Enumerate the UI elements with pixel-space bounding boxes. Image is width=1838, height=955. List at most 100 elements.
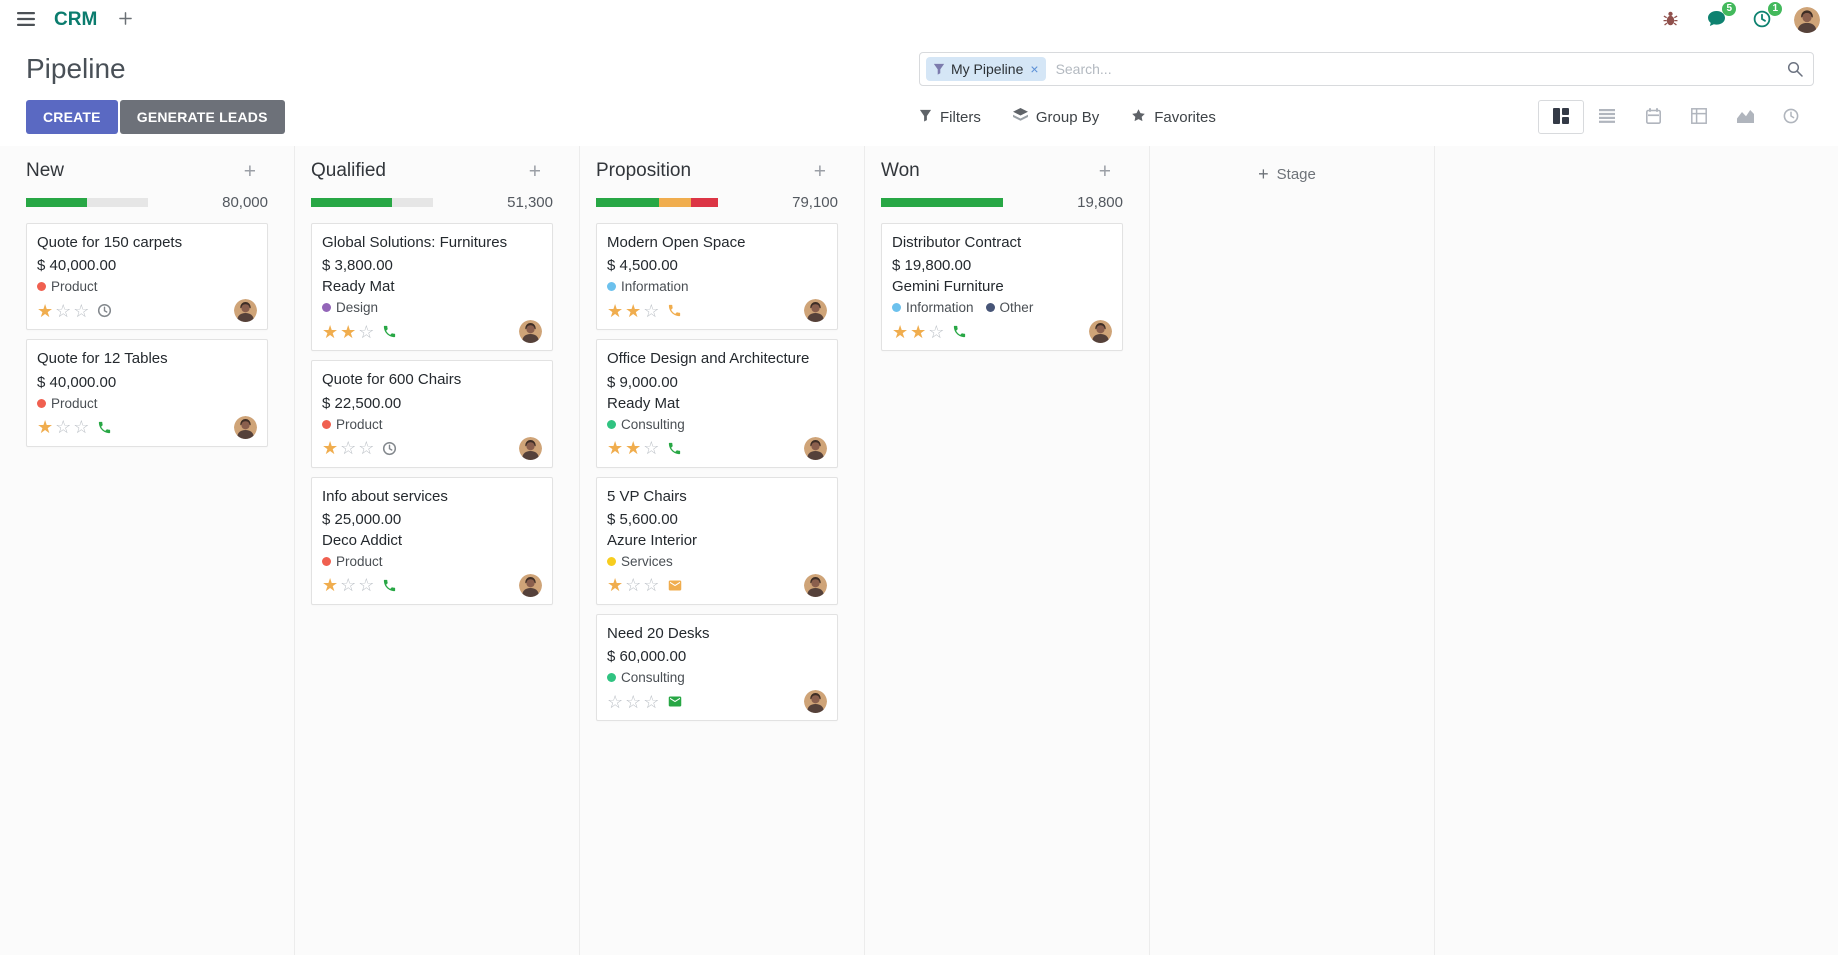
star-empty-icon[interactable]: ☆ <box>928 321 945 342</box>
graph-view-button[interactable] <box>1722 100 1768 134</box>
kanban-card[interactable]: Info about services $ 25,000.00 Deco Addic… <box>311 476 553 605</box>
generate-leads-button[interactable]: GENERATE LEADS <box>119 100 285 134</box>
star-filled-icon[interactable]: ★ <box>892 321 909 342</box>
progress-segment-warning <box>659 198 692 207</box>
kanban-card[interactable]: Quote for 600 Chairs $ 22,500.00 Product ★ ☆… <box>311 360 553 468</box>
star-filled-icon[interactable]: ★ <box>625 300 642 321</box>
star-empty-icon[interactable]: ☆ <box>73 300 90 321</box>
search-input[interactable] <box>1045 61 1787 77</box>
star-filled-icon[interactable]: ★ <box>322 575 339 596</box>
card-title: Quote for 600 Chairs <box>322 371 462 389</box>
column-header: New + <box>26 160 268 182</box>
app-name[interactable]: CRM <box>54 9 98 30</box>
star-filled-icon[interactable]: ★ <box>322 321 339 342</box>
activity-envelope-icon[interactable] <box>667 694 683 709</box>
kanban-card[interactable]: Quote for 12 Tables $ 40,000.00 Product ★ ☆ ☆ <box>26 339 268 447</box>
column-progressbar[interactable] <box>881 198 1003 207</box>
activity-phone-icon[interactable] <box>952 324 967 339</box>
filters-button[interactable]: Filters <box>919 109 981 126</box>
favorites-button[interactable]: Favorites <box>1131 108 1216 127</box>
star-empty-icon[interactable]: ☆ <box>643 438 660 458</box>
kanban-card[interactable]: 5 VP Chairs $ 5,600.00 Azure Interior Servi… <box>596 476 838 605</box>
star-filled-icon[interactable]: ★ <box>607 575 624 596</box>
view-switcher <box>1538 100 1814 134</box>
search-bar[interactable]: My Pipeline × <box>919 52 1814 86</box>
column-quick-add-icon[interactable]: + <box>1098 159 1111 183</box>
list-view-button[interactable] <box>1584 100 1630 134</box>
kanban-card[interactable]: Modern Open Space $ 4,500.00 Information ★ ★… <box>596 223 838 331</box>
star-empty-icon[interactable]: ☆ <box>340 438 357 458</box>
star-empty-icon[interactable]: ☆ <box>358 438 375 458</box>
salesperson-avatar <box>519 320 542 344</box>
kanban-card[interactable]: Need 20 Desks $ 60,000.00 Consulting ☆ ☆ ☆ <box>596 613 838 721</box>
star-filled-icon[interactable]: ★ <box>322 438 339 458</box>
favorites-star-icon <box>1131 108 1146 127</box>
column-quick-add-icon[interactable]: + <box>528 159 541 183</box>
group-by-button[interactable]: Group By <box>1012 108 1100 126</box>
kanban-card[interactable]: Global Solutions: Furnitures $ 3,800.00 Re… <box>311 223 553 352</box>
tag-color-dot <box>892 303 901 313</box>
pivot-view-button[interactable] <box>1676 100 1722 134</box>
star-empty-icon[interactable]: ☆ <box>643 575 660 596</box>
star-empty-icon[interactable]: ☆ <box>643 300 660 321</box>
kanban-card[interactable]: Office Design and Architecture $ 9,000.00… <box>596 339 838 468</box>
star-empty-icon[interactable]: ☆ <box>73 417 90 437</box>
column-quick-add-icon[interactable]: + <box>243 159 256 183</box>
search-icon[interactable] <box>1787 61 1803 77</box>
star-empty-icon[interactable]: ☆ <box>625 691 642 712</box>
group-by-label: Group By <box>1035 108 1100 126</box>
activities-button[interactable]: 1 <box>1748 2 1782 34</box>
star-empty-icon[interactable]: ☆ <box>340 575 357 596</box>
column-progress-row: 19,800 <box>881 194 1123 211</box>
star-empty-icon[interactable]: ☆ <box>643 691 660 712</box>
salesperson-avatar <box>234 299 257 323</box>
star-filled-icon[interactable]: ★ <box>910 321 927 342</box>
activity-phone-icon[interactable] <box>667 441 682 456</box>
progress-segment-success <box>596 198 660 207</box>
card-list: Global Solutions: Furnitures $ 3,800.00 Re… <box>311 223 553 605</box>
card-expected-revenue: $ 60,000.00 <box>607 648 687 665</box>
messages-button[interactable]: 5 <box>1702 2 1736 34</box>
star-filled-icon[interactable]: ★ <box>607 300 624 321</box>
star-filled-icon[interactable]: ★ <box>625 438 642 458</box>
user-avatar[interactable] <box>1794 7 1820 33</box>
activity-phone-icon[interactable] <box>382 324 397 339</box>
activity-view-button[interactable] <box>1768 100 1814 134</box>
apps-menu-button[interactable] <box>12 6 40 34</box>
calendar-view-button[interactable] <box>1630 100 1676 134</box>
star-empty-icon[interactable]: ☆ <box>607 691 624 712</box>
column-progressbar[interactable] <box>26 198 148 207</box>
kanban-view-button[interactable] <box>1538 100 1584 134</box>
create-button[interactable]: CREATE <box>26 100 118 134</box>
column-title: Qualified <box>311 160 386 181</box>
kanban-card[interactable]: Quote for 150 carpets $ 40,000.00 Product ★… <box>26 223 268 331</box>
star-filled-icon[interactable]: ★ <box>37 300 54 321</box>
activity-phone-icon[interactable] <box>667 303 682 318</box>
kanban-card[interactable]: Distributor Contract $ 19,800.00 Gemini Fu… <box>881 223 1123 352</box>
column-total: 19,800 <box>1077 194 1123 211</box>
star-empty-icon[interactable]: ☆ <box>358 575 375 596</box>
star-empty-icon[interactable]: ☆ <box>55 417 72 437</box>
column-progressbar[interactable] <box>311 198 433 207</box>
card-list: Quote for 150 carpets $ 40,000.00 Product ★… <box>26 223 268 447</box>
star-filled-icon[interactable]: ★ <box>37 417 54 437</box>
card-title: Distributor Contract <box>892 234 1022 251</box>
activity-envelope-icon[interactable] <box>667 578 683 593</box>
activity-clock-icon[interactable] <box>97 303 112 318</box>
card-tags: Information <box>607 279 827 294</box>
facet-remove-icon[interactable]: × <box>1030 61 1039 77</box>
star-filled-icon[interactable]: ★ <box>607 438 624 458</box>
activity-phone-icon[interactable] <box>382 578 397 593</box>
activity-clock-icon[interactable] <box>382 441 397 456</box>
column-progressbar[interactable] <box>596 198 718 207</box>
add-stage-button[interactable]: + Stage <box>1166 165 1408 183</box>
debug-mode-button[interactable] <box>1656 6 1684 34</box>
star-empty-icon[interactable]: ☆ <box>625 575 642 596</box>
star-empty-icon[interactable]: ☆ <box>55 300 72 321</box>
column-quick-add-icon[interactable]: + <box>813 159 826 183</box>
star-filled-icon[interactable]: ★ <box>340 321 357 342</box>
pivot-view-icon <box>1691 107 1707 127</box>
add-tab-button[interactable] <box>111 6 139 34</box>
star-empty-icon[interactable]: ☆ <box>358 321 375 342</box>
activity-phone-icon[interactable] <box>97 420 112 435</box>
